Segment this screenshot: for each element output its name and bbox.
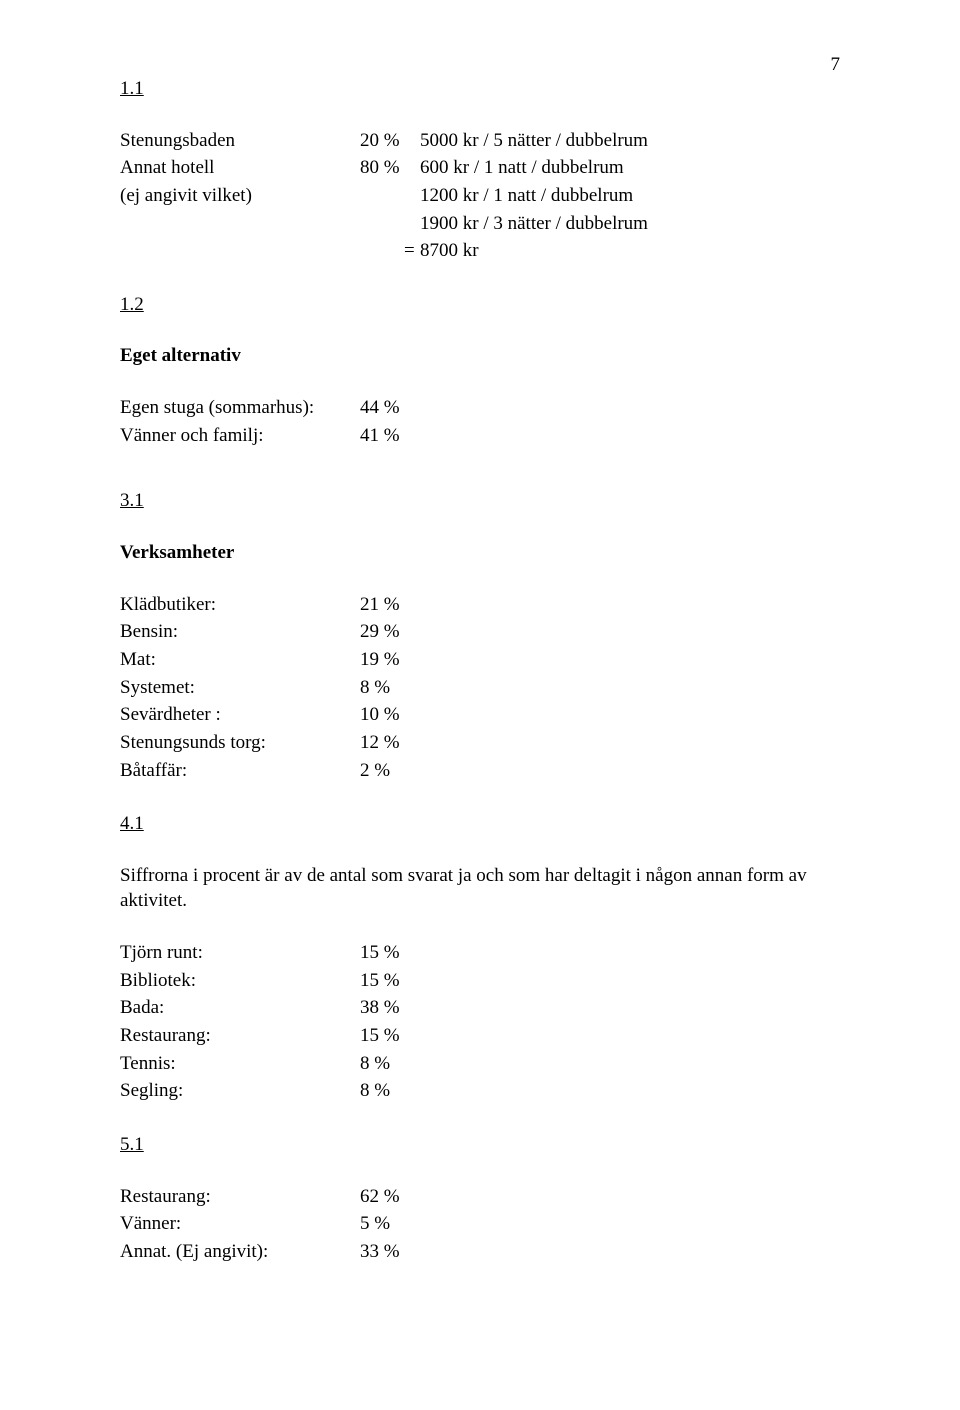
row-percent: 12 % [360,730,420,756]
row-percent [360,211,420,237]
table-row: (ej angivit vilket) 1200 kr / 1 natt / d… [120,183,840,209]
row-label: Klädbutiker: [120,592,360,618]
eq-sign: = [404,238,420,264]
row-label [120,211,360,237]
section-3-1-body: Klädbutiker: 21 % Bensin: 29 % Mat: 19 %… [120,592,840,783]
row-percent: 8 % [360,675,420,701]
table-row: Egen stuga (sommarhus): 44 % [120,395,840,421]
row-right: 1200 kr / 1 natt / dubbelrum [420,183,840,209]
row-percent: 10 % [360,702,420,728]
equation-row: = 8700 kr [120,238,840,264]
row-label: Mat: [120,647,360,673]
row-percent: 15 % [360,968,420,994]
eq-filler [120,238,404,264]
row-percent: 15 % [360,940,420,966]
row-label: Restaurang: [120,1184,360,1210]
row-percent: 19 % [360,647,420,673]
table-row: Tjörn runt: 15 % [120,940,840,966]
row-label: Egen stuga (sommarhus): [120,395,360,421]
section-3-1-heading: Verksamheter [120,540,840,566]
table-row: Bensin: 29 % [120,619,840,645]
table-row: Tennis: 8 % [120,1051,840,1077]
row-label: (ej angivit vilket) [120,183,360,209]
table-row: Segling: 8 % [120,1078,840,1104]
table-row: Mat: 19 % [120,647,840,673]
row-label: Vänner: [120,1211,360,1237]
table-row: Restaurang: 15 % [120,1023,840,1049]
row-percent: 2 % [360,758,420,784]
row-percent: 20 % [360,128,420,154]
row-percent: 21 % [360,592,420,618]
row-label: Bensin: [120,619,360,645]
table-row: Vänner: 5 % [120,1211,840,1237]
section-1-2-heading: Eget alternativ [120,343,840,369]
section-5-1-body: Restaurang: 62 % Vänner: 5 % Annat. (Ej … [120,1184,840,1265]
eq-value: 8700 kr [420,238,840,264]
row-right: 1900 kr / 3 nätter / dubbelrum [420,211,840,237]
row-label: Båtaffär: [120,758,360,784]
table-row: Båtaffär: 2 % [120,758,840,784]
table-row: Stenungsbaden 20 % 5000 kr / 5 nätter / … [120,128,840,154]
page: 7 1.1 Stenungsbaden 20 % 5000 kr / 5 nät… [0,0,960,1410]
section-4-1-note: Siffrorna i procent är av de antal som s… [120,863,840,914]
table-row: Klädbutiker: 21 % [120,592,840,618]
row-percent: 5 % [360,1211,420,1237]
table-row: Annat. (Ej angivit): 33 % [120,1239,840,1265]
table-row: Stenungsunds torg: 12 % [120,730,840,756]
row-label: Restaurang: [120,1023,360,1049]
row-label: Systemet: [120,675,360,701]
row-label: Segling: [120,1078,360,1104]
table-row: Bibliotek: 15 % [120,968,840,994]
section-4-1-number: 4.1 [120,811,840,837]
row-percent: 29 % [360,619,420,645]
section-1-2-body: Egen stuga (sommarhus): 44 % Vänner och … [120,395,840,448]
row-label: Vänner och familj: [120,423,360,449]
table-row: Restaurang: 62 % [120,1184,840,1210]
table-row: Annat hotell 80 % 600 kr / 1 natt / dubb… [120,155,840,181]
section-1-1-body: Stenungsbaden 20 % 5000 kr / 5 nätter / … [120,128,840,264]
page-number: 7 [831,52,841,78]
section-1-2-number: 1.2 [120,292,840,318]
row-label: Tjörn runt: [120,940,360,966]
row-percent: 33 % [360,1239,420,1265]
row-percent [360,183,420,209]
row-percent: 80 % [360,155,420,181]
row-label: Annat hotell [120,155,360,181]
row-label: Bada: [120,995,360,1021]
section-1-1-number: 1.1 [120,76,840,102]
row-right: 600 kr / 1 natt / dubbelrum [420,155,840,181]
table-row: Systemet: 8 % [120,675,840,701]
row-label: Stenungsbaden [120,128,360,154]
table-row: Bada: 38 % [120,995,840,1021]
row-label: Tennis: [120,1051,360,1077]
row-percent: 44 % [360,395,420,421]
row-percent: 38 % [360,995,420,1021]
row-percent: 41 % [360,423,420,449]
section-4-1-body: Tjörn runt: 15 % Bibliotek: 15 % Bada: 3… [120,940,840,1104]
row-label: Bibliotek: [120,968,360,994]
table-row: Vänner och familj: 41 % [120,423,840,449]
row-percent: 62 % [360,1184,420,1210]
row-label: Sevärdheter : [120,702,360,728]
row-percent: 8 % [360,1078,420,1104]
table-row: Sevärdheter : 10 % [120,702,840,728]
row-right: 5000 kr / 5 nätter / dubbelrum [420,128,840,154]
row-label: Annat. (Ej angivit): [120,1239,360,1265]
row-percent: 15 % [360,1023,420,1049]
table-row: 1900 kr / 3 nätter / dubbelrum [120,211,840,237]
row-percent: 8 % [360,1051,420,1077]
section-3-1-number: 3.1 [120,488,840,514]
row-label: Stenungsunds torg: [120,730,360,756]
section-5-1-number: 5.1 [120,1132,840,1158]
